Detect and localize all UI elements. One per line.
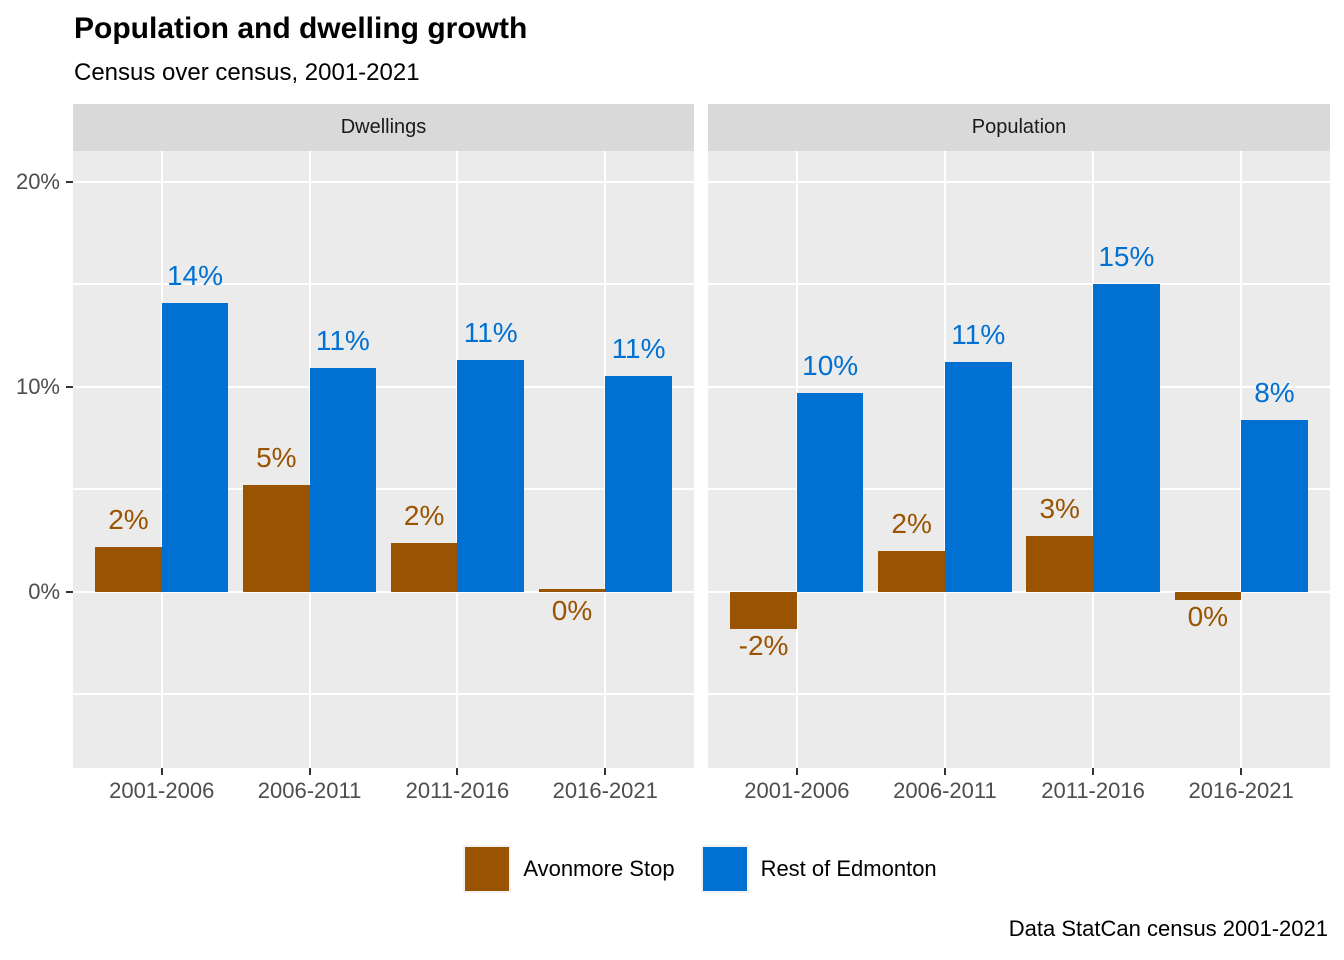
x-axis-label: 2006-2011	[257, 778, 362, 803]
bar-value-label: -2%	[738, 629, 789, 661]
legend-key	[700, 845, 749, 893]
bar-value-label: 8%	[1254, 376, 1295, 408]
y-axis-label: 0%	[28, 578, 60, 604]
gridline-major	[73, 180, 694, 183]
bar-value-label: 0%	[1187, 600, 1229, 632]
panel-population: -2% 2% 3% 0% 10% 11% 15% 8% 2001-2006 2006-2011 20…	[708, 151, 1330, 803]
x-tick-mark	[943, 768, 946, 775]
legend-item-avonmore-stop: Avonmore Stop	[463, 845, 675, 893]
bar-value-label: 11%	[315, 325, 370, 357]
x-axis-label: 2006-2011	[893, 778, 997, 803]
bar-value-label: 15%	[1098, 241, 1155, 273]
gridline-minor	[708, 283, 1330, 285]
bar-rest-of-edmonton	[457, 360, 524, 592]
bar-value-label: 10%	[802, 349, 859, 381]
x-tick-mark	[308, 768, 311, 775]
bar-value-label: 14%	[166, 259, 223, 291]
bar-avonmore-stop	[878, 550, 945, 592]
bar-value-label: 3%	[1039, 493, 1080, 525]
panel-dwellings: 2% 5% 2% 0% 14% 11% 11% 11% 2001-2006 2006-2011 20…	[73, 151, 694, 803]
bar-value-label: 11%	[463, 317, 518, 349]
bar-avonmore-stop	[538, 588, 606, 592]
bar-rest-of-edmonton	[605, 376, 672, 592]
x-tick-mark	[1092, 768, 1095, 775]
facet-strip-dwellings: Dwellings	[73, 104, 694, 151]
bar-avonmore-stop	[1174, 591, 1242, 600]
bar-value-label: 2%	[108, 503, 149, 535]
gridline-major	[708, 590, 1330, 593]
legend: Avonmore Stop Rest of Edmonton	[28, 838, 1344, 900]
gridline-major	[708, 180, 1330, 183]
x-axis-label: 2016-2021	[1188, 778, 1294, 803]
x-tick-mark	[1240, 768, 1243, 775]
gridline-minor	[73, 693, 694, 695]
bar-rest-of-edmonton	[1093, 284, 1160, 592]
y-tick-mark	[66, 385, 73, 388]
gridline-minor	[708, 488, 1330, 490]
x-axis-label: 2016-2021	[552, 778, 658, 803]
bar-rest-of-edmonton	[161, 302, 229, 592]
bar-rest-of-edmonton	[944, 362, 1012, 592]
y-axis-label: 20%	[15, 168, 60, 194]
bar-rest-of-edmonton	[1241, 419, 1308, 592]
bar-value-label: 2%	[891, 507, 932, 539]
legend-item-rest-of-edmonton: Rest of Edmonton	[700, 845, 937, 893]
y-tick-mark	[66, 180, 73, 183]
bar-rest-of-edmonton	[309, 368, 377, 592]
chart-title: Population and dwelling growth	[74, 12, 528, 45]
gridline-minor	[73, 488, 694, 490]
gridline-minor	[708, 693, 1330, 695]
y-tick-mark	[66, 590, 73, 593]
gridline-major	[708, 385, 1330, 388]
bar-avonmore-stop	[730, 591, 797, 629]
legend-swatch-avonmore-stop	[465, 847, 510, 891]
gridline-minor	[73, 283, 694, 285]
bar-value-label: 5%	[256, 442, 297, 474]
bar-value-label: 2%	[403, 499, 445, 531]
bar-avonmore-stop	[1026, 536, 1094, 592]
legend-label-rest-of-edmonton: Rest of Edmonton	[760, 856, 937, 881]
gridline-major	[73, 590, 694, 593]
x-tick-mark	[160, 768, 163, 775]
bar-avonmore-stop	[95, 546, 162, 592]
bar-value-label: 0%	[551, 594, 593, 626]
bar-avonmore-stop	[390, 542, 458, 592]
legend-key	[463, 845, 512, 893]
x-tick-mark	[795, 768, 798, 775]
facet-strip-population: Population	[708, 104, 1330, 151]
x-tick-mark	[456, 768, 459, 775]
legend-label-avonmore-stop: Avonmore Stop	[523, 856, 675, 881]
chart-subtitle: Census over census, 2001-2021	[74, 59, 420, 86]
y-axis-label: 10%	[15, 373, 60, 399]
x-axis-label: 2001-2006	[109, 778, 215, 803]
x-tick-mark	[604, 768, 607, 775]
bar-avonmore-stop	[243, 485, 310, 592]
gridline-major	[73, 385, 694, 388]
x-axis-label: 2011-2016	[1041, 778, 1145, 803]
bar-value-label: 11%	[951, 319, 1006, 351]
bar-rest-of-edmonton	[796, 392, 864, 592]
x-axis-label: 2011-2016	[405, 778, 510, 803]
legend-swatch-rest-of-edmonton	[702, 847, 747, 891]
x-axis-label: 2001-2006	[744, 778, 850, 803]
bar-value-label: 11%	[611, 333, 666, 365]
chart-caption: Data StatCan census 2001-2021	[1008, 916, 1328, 941]
